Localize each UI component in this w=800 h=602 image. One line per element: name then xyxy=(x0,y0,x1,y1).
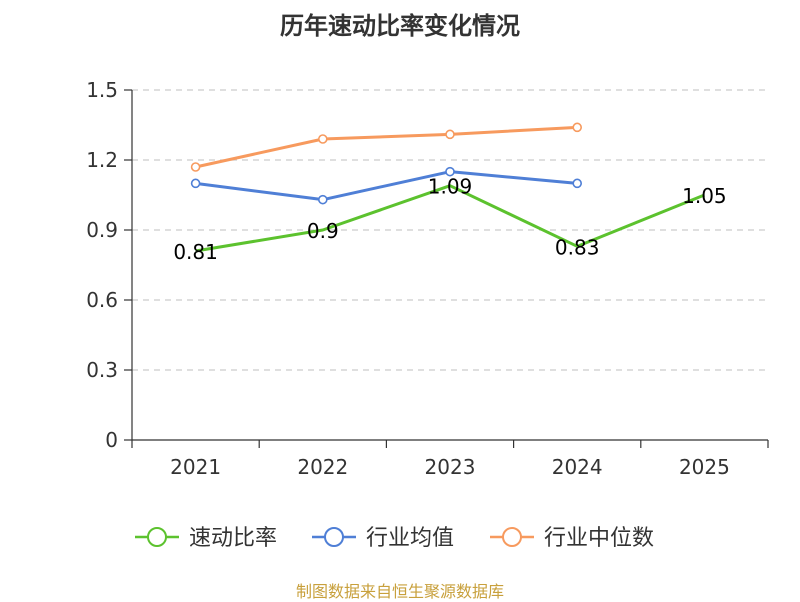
data-label: 1.05 xyxy=(682,184,727,208)
y-tick-label: 0 xyxy=(105,428,118,452)
legend-marker xyxy=(324,527,344,547)
x-tick-label: 2024 xyxy=(552,455,603,479)
series-line xyxy=(195,125,578,169)
chart-title: 历年速动比率变化情况 xyxy=(280,12,520,40)
series-line xyxy=(195,170,578,202)
data-point xyxy=(445,166,455,177)
x-tick-label: 2023 xyxy=(425,455,476,479)
series-line xyxy=(195,184,705,253)
data-point xyxy=(445,129,455,140)
legend-item: 速动比率 xyxy=(135,526,277,551)
data-point xyxy=(317,134,328,144)
legend-label: 行业中位数 xyxy=(544,526,654,551)
source-note: 制图数据来自恒生聚源数据库 xyxy=(295,582,504,601)
x-tick-label: 2022 xyxy=(297,455,348,479)
data-point xyxy=(572,178,583,189)
legend-item: 行业中位数 xyxy=(490,526,654,551)
y-tick-label: 0.3 xyxy=(86,358,118,382)
y-tick-label: 1.5 xyxy=(86,78,118,102)
legend-label: 速动比率 xyxy=(189,526,277,551)
data-label: 0.9 xyxy=(307,219,339,243)
y-tick-label: 0.9 xyxy=(86,218,118,242)
legend-label: 行业均值 xyxy=(366,526,454,551)
legend-item: 行业均值 xyxy=(312,526,454,551)
legend-marker xyxy=(147,527,167,547)
data-point xyxy=(317,194,328,205)
data-label: 1.09 xyxy=(428,175,473,199)
legend-marker xyxy=(502,527,522,547)
data-point xyxy=(190,178,201,189)
data-point xyxy=(190,162,201,172)
data-label: 0.81 xyxy=(173,240,218,264)
y-tick-label: 1.2 xyxy=(86,148,118,172)
x-tick-label: 2021 xyxy=(170,455,221,479)
data-label: 0.83 xyxy=(555,235,600,259)
data-point xyxy=(572,122,583,133)
x-tick-label: 2025 xyxy=(679,455,730,479)
y-tick-label: 0.6 xyxy=(86,288,118,312)
